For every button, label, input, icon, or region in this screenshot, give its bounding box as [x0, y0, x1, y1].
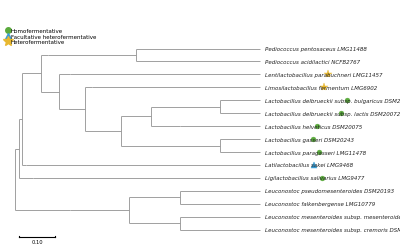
Text: Leuconostoc pseudomesenteroides DSM20193: Leuconostoc pseudomesenteroides DSM20193 — [265, 188, 394, 194]
Text: Pediococcus pentosaceus LMG11488: Pediococcus pentosaceus LMG11488 — [265, 47, 367, 52]
Legend: Homofermentative, Facultative heterofermentative, Heterofermentative: Homofermentative, Facultative heteroferm… — [7, 28, 96, 45]
Text: Lactobacillus paragasseri LMG11478: Lactobacillus paragasseri LMG11478 — [265, 150, 366, 155]
Text: Pediococcus acidilactici NCFB2767: Pediococcus acidilactici NCFB2767 — [265, 60, 360, 65]
Text: Lactobacillus gasseri DSM20243: Lactobacillus gasseri DSM20243 — [265, 137, 354, 142]
Text: Latilactobacillus sakei LMG9468: Latilactobacillus sakei LMG9468 — [265, 163, 353, 168]
Text: Lactobacillus delbrueckii subsp. bulgaricus DSM20081: Lactobacillus delbrueckii subsp. bulgari… — [265, 98, 400, 103]
Text: 0.10: 0.10 — [31, 239, 43, 244]
Text: Lactobacillus delbrueckii subsp. lactis DSM20072: Lactobacillus delbrueckii subsp. lactis … — [265, 111, 400, 116]
Text: Leuconostoc mesenteroides subsp. mesenteroides DSM20343: Leuconostoc mesenteroides subsp. mesente… — [265, 214, 400, 219]
Text: Lactobacillus helveticus DSM20075: Lactobacillus helveticus DSM20075 — [265, 124, 362, 129]
Text: Lentilactobacillus parabuchneri LMG11457: Lentilactobacillus parabuchneri LMG11457 — [265, 72, 382, 78]
Text: Ligilactobacillus salivarius LMG9477: Ligilactobacillus salivarius LMG9477 — [265, 176, 364, 181]
Text: Limosilactobacillus fermentum LMG6902: Limosilactobacillus fermentum LMG6902 — [265, 86, 377, 90]
Text: Leuconostoc falkenbergense LMG10779: Leuconostoc falkenbergense LMG10779 — [265, 202, 375, 206]
Text: Leuconostoc mesenteroides subsp. cremoris DSM20346: Leuconostoc mesenteroides subsp. cremori… — [265, 227, 400, 232]
